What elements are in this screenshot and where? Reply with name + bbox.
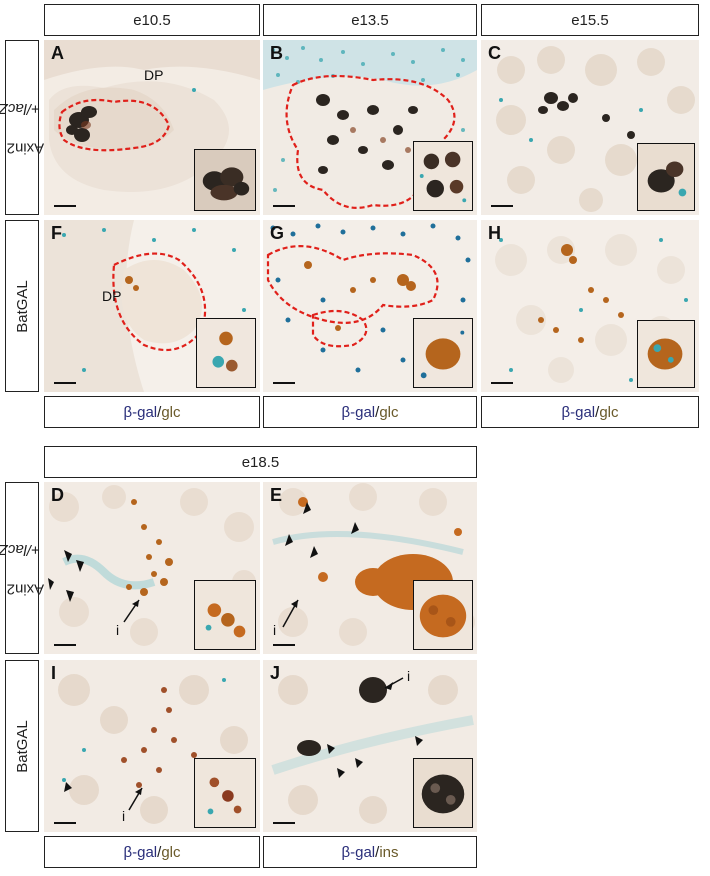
micrograph-panel-g: G [263,220,477,392]
row-label-axin2-bottom: Axin2 +/lacZ [0,482,44,654]
stain-marker: β-gal [341,403,376,421]
scale-bar [54,205,76,207]
micrograph-panel-b: B [263,40,477,215]
micrograph-panel-c: C [481,40,699,215]
stain-separator: / [375,843,380,861]
islet-label: i [116,622,120,638]
panel-letter: J [270,663,281,683]
stage-header-text: e18.5 [241,453,280,471]
inset-magnified [413,758,473,828]
stage-header-e13-5: e13.5 [263,4,477,36]
inset-magnified [196,318,256,388]
stage-header-e10-5: e10.5 [44,4,260,36]
inset-magnified [194,149,256,211]
stain-label-g: β-gal/glc [263,396,477,428]
panel-letter: F [51,223,62,243]
inset-magnified [413,580,473,650]
inset-magnified [194,580,256,650]
stain-target: glc [599,403,619,421]
micrograph-panel-a: A DP [44,40,260,215]
scale-bar [273,822,295,824]
islet-label: i [273,622,277,638]
panel-letter: E [270,485,283,505]
stain-target: ins [379,843,399,861]
scale-bar [491,205,513,207]
stage-header-text: e13.5 [351,11,389,29]
dp-label: DP [102,288,122,304]
row-label-batgal-bottom: BatGAL [5,660,39,832]
stain-separator: / [375,403,380,421]
stain-label-h: β-gal/glc [481,396,699,428]
scale-bar [273,382,295,384]
islet-label: i [122,808,126,824]
tissue-image [263,220,477,392]
scale-bar [54,822,76,824]
stain-target: glc [379,403,399,421]
row-label-main: Axin2 [6,580,44,598]
micrograph-panel-i: I i [44,660,260,832]
row-label-axin2-top: Axin2 +/lacZ [0,40,44,215]
inset-magnified [413,318,473,388]
row-label-batgal-top: BatGAL [5,220,39,392]
micrograph-panel-e: E i [263,482,477,654]
stage-header-e18-5: e18.5 [44,446,477,478]
row-label-main: Axin2 [6,139,44,157]
panel-letter: H [488,223,501,243]
stain-target: glc [161,403,181,421]
stain-separator: / [157,843,162,861]
inset-magnified [637,143,695,211]
panel-letter: C [488,43,501,63]
stain-label-j: β-gal/ins [263,836,477,868]
scale-bar [273,205,295,207]
row-label-main: BatGAL [13,279,31,333]
row-label-superscript: +/lacZ [0,540,40,558]
stain-marker: β-gal [123,843,158,861]
stain-target: glc [161,843,181,861]
inset-magnified [194,758,256,828]
stain-marker: β-gal [123,403,158,421]
scale-bar [273,644,295,646]
stain-label-f: β-gal/glc [44,396,260,428]
panel-letter: G [270,223,285,243]
panel-letter: I [51,663,57,683]
dp-label: DP [144,67,164,83]
panel-letter: D [51,485,64,505]
stage-header-text: e15.5 [571,11,609,29]
panel-letter: B [270,43,283,63]
micrograph-panel-j: J i [263,660,477,832]
micrograph-panel-d: D i [44,482,260,654]
stain-label-i: β-gal/glc [44,836,260,868]
stain-marker: β-gal [341,843,376,861]
micrograph-panel-h: H [481,220,699,392]
inset-magnified [637,320,695,388]
stain-separator: / [157,403,162,421]
scale-bar [54,382,76,384]
scale-bar [491,382,513,384]
stage-header-text: e10.5 [133,11,171,29]
row-label-main: BatGAL [13,719,31,773]
row-label-superscript: +/lacZ [0,100,40,118]
stain-separator: / [595,403,600,421]
islet-label: i [407,668,411,684]
micrograph-panel-f: F DP [44,220,260,392]
inset-magnified [413,141,473,211]
tissue-image [44,40,260,215]
stain-marker: β-gal [561,403,596,421]
scale-bar [54,644,76,646]
tissue-image [44,220,260,392]
panel-letter: A [51,43,64,63]
stage-header-e15-5: e15.5 [481,4,699,36]
